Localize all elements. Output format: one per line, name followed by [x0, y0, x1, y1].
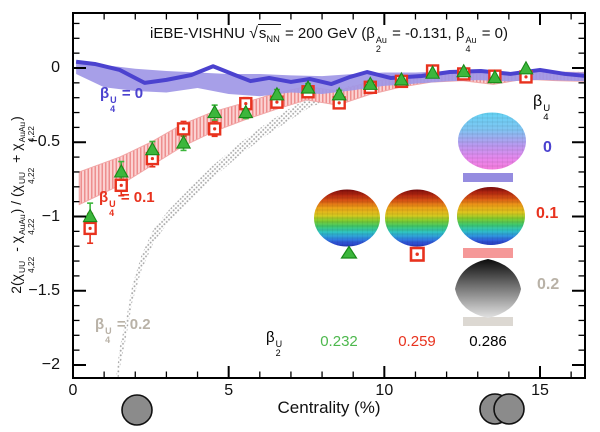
legend-swatch-band-0: [463, 173, 513, 182]
x-tick-label: 0: [68, 382, 78, 399]
plot-frame: [72, 12, 586, 379]
peripheral-collision-icon: [493, 393, 525, 425]
legend-swatch-band-0p1: [463, 248, 513, 258]
legend-swatch-band-0p2: [463, 317, 513, 326]
beta2-value-triangles: 0.232: [320, 333, 358, 350]
legend-triangle-marker: [340, 245, 358, 259]
markers-triangles: [82, 60, 534, 223]
x-tick-label: 5: [224, 382, 234, 399]
legend-label-0p2: 0.2: [537, 276, 560, 293]
nucleus-shape-beta4-0p2: [455, 259, 521, 318]
y-tick-label: −1.5: [28, 281, 60, 299]
chart-title: iEBE-VISHNU √sNN = 200 GeV (β Au 2 = -0.13…: [150, 24, 508, 54]
legend-label-0: 0: [543, 139, 552, 156]
x-tick-label: 10: [375, 382, 394, 399]
collision-diagrams: [121, 393, 525, 426]
band-beta4-0: [76, 60, 585, 97]
legend-label-0p1: 0.1: [536, 205, 559, 222]
axis-ticks: [72, 13, 585, 378]
legend-shapes: [314, 112, 526, 326]
x-tick-label: 15: [531, 382, 549, 399]
y-tick-label: −2: [41, 356, 60, 373]
band-beta4-0p1: [78, 70, 585, 206]
beta2-value-squares: 0.259: [398, 333, 436, 350]
y-tick-label: 0: [51, 59, 60, 76]
y-tick-label: −1: [41, 207, 60, 225]
central-collision-icon: [121, 394, 153, 426]
beta2-value-black: 0.286: [469, 333, 507, 350]
plot-area: [75, 59, 585, 378]
x-axis-label: Centrality (%): [277, 398, 381, 417]
y-tick-label: −0.5: [28, 133, 60, 151]
